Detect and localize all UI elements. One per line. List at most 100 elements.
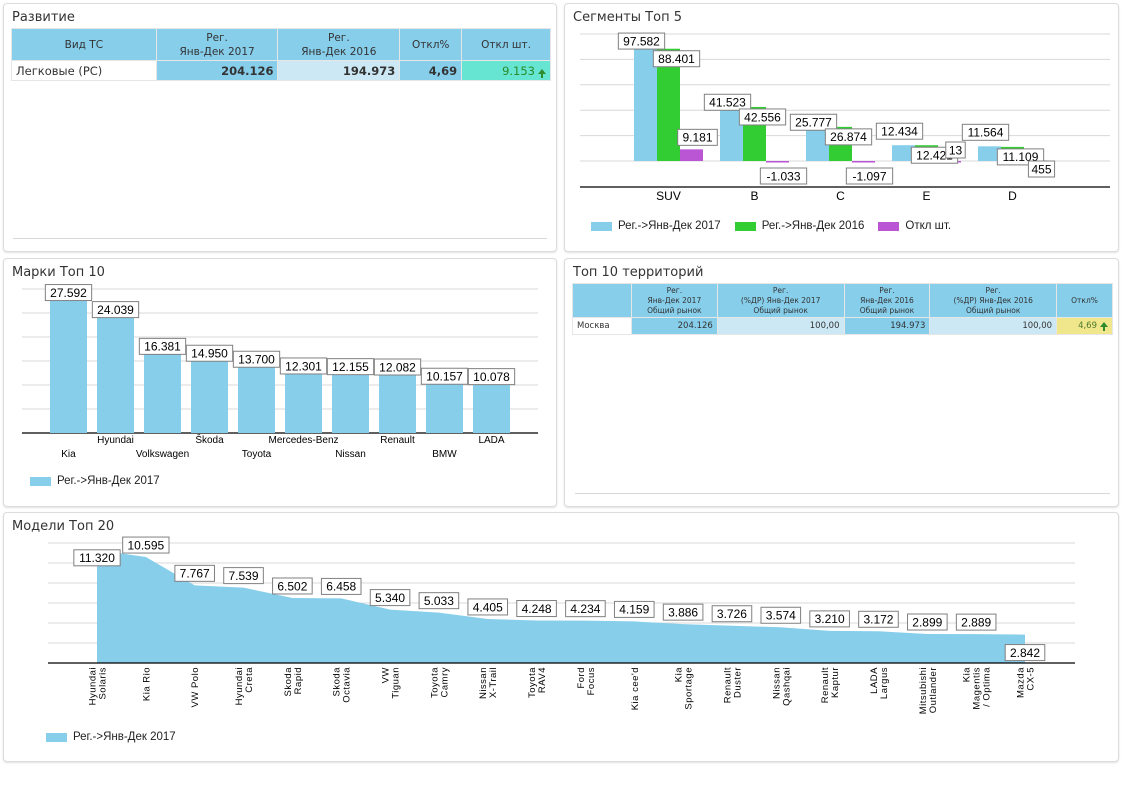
bar-hyundai <box>97 317 134 433</box>
segments-title: Сегменты Топ 5 <box>573 10 682 25</box>
cell-vehicle-type: Легковые (РС) <box>11 60 157 81</box>
x-tick-label: Kia Sportage <box>674 667 695 710</box>
legend-item-2017[interactable]: Рег.->Янв-Дек 2017 <box>591 220 721 232</box>
header-reg-2017[interactable]: Рег. Янв-Дек 2017 Общий рынок <box>630 283 718 318</box>
x-tick-label-line: Kia <box>674 667 685 682</box>
header-reg-2017[interactable]: Рег. Янв-Дек 2017 <box>155 28 279 61</box>
bar-nissan <box>332 374 369 433</box>
legend-item-2016[interactable]: Рег.->Янв-Дек 2016 <box>734 220 864 232</box>
data-label-box <box>91 301 140 319</box>
data-label-box <box>369 589 411 607</box>
header-share-2016[interactable]: Рег. (%ДР) Янв-Дек 2016 Общий рынок <box>929 283 1058 318</box>
data-label: 2.899 <box>907 613 948 631</box>
header-reg-2016[interactable]: Рег. Янв-Дек 2016 Общий рынок <box>843 283 931 318</box>
data-label: 41.523 <box>703 93 752 111</box>
data-label-box <box>955 613 997 631</box>
bar-c-series-2 <box>852 161 875 163</box>
horizontal-scrollbar[interactable] <box>575 493 1110 494</box>
data-label: 3.574 <box>760 606 802 624</box>
table-row[interactable]: Москва 204.126 100,00 194.973 100,00 4,6… <box>572 317 1113 335</box>
data-label-box <box>845 167 894 185</box>
data-label-text: 3.172 <box>863 613 893 627</box>
data-label-box <box>467 598 509 616</box>
bar-c-series-0 <box>806 128 829 161</box>
data-label: 14.950 <box>185 344 234 362</box>
data-label: 5.340 <box>369 589 411 607</box>
x-tick-label: E <box>922 189 930 203</box>
cell-diff-pct: 4,69 <box>399 60 463 81</box>
data-label: 5.033 <box>418 592 460 610</box>
data-label: 12.301 <box>279 357 328 375</box>
data-label-text: 6.502 <box>277 579 307 593</box>
header-territory[interactable] <box>572 283 632 318</box>
x-tick-label: Nissan Qashqai <box>771 667 792 706</box>
data-label-text: 14.950 <box>191 347 228 361</box>
data-label-text: -1.097 <box>852 169 886 183</box>
data-label-text: 12.434 <box>881 125 918 139</box>
x-tick-label: Kia cee'd <box>630 667 641 710</box>
x-tick-label: LADA <box>478 435 504 446</box>
data-label-box <box>1004 644 1046 662</box>
data-label-box <box>703 93 752 111</box>
x-tick-label-line: Renault <box>722 667 733 703</box>
header-diff-pct[interactable]: Откл% <box>399 28 463 61</box>
data-label-box <box>662 603 704 621</box>
bar-lada <box>473 384 510 433</box>
data-label-text: 27.592 <box>50 286 87 300</box>
x-tick-label: D <box>1008 189 1017 203</box>
data-label-box <box>272 577 313 595</box>
header-share-2017[interactable]: Рег. (%ДР) Янв-Дек 2017 Общий рынок <box>716 283 845 318</box>
data-label-box <box>617 32 666 50</box>
x-tick-label: VW Tiguan <box>381 667 402 699</box>
x-tick-label: Nissan <box>335 449 366 460</box>
legend-item-2017[interactable]: Рег.->Янв-Дек 2017 <box>30 475 160 487</box>
x-tick-label-line: Hyundai <box>88 667 99 705</box>
x-tick-label: C <box>836 189 845 203</box>
legend-item-2017[interactable]: Рег.->Янв-Дек 2017 <box>46 731 176 743</box>
x-tick-label-line: Mitsubishi <box>918 667 929 714</box>
horizontal-scrollbar[interactable] <box>13 238 547 239</box>
data-label: 3.886 <box>662 603 704 621</box>
header-diff-pct[interactable]: Откл% <box>1056 283 1113 318</box>
data-label-text: 12.082 <box>379 360 416 374</box>
header-reg-2016[interactable]: Рег. Янв-Дек 2016 <box>277 28 401 61</box>
x-tick-label-line: Kia <box>962 667 973 682</box>
cell-reg-2016: 194.973 <box>843 317 931 335</box>
data-label-text: 3.886 <box>668 605 698 619</box>
data-label: 4.405 <box>467 598 509 616</box>
bar-suv-series-2 <box>680 149 703 161</box>
x-tick-label: Ford Focus <box>576 667 597 695</box>
table-row[interactable]: Легковые (РС) 204.126 194.973 4,69 9.153 <box>11 60 551 81</box>
x-tick-label-line: Solaris <box>98 667 109 700</box>
x-tick-label-line: Tiguan <box>391 667 402 699</box>
bar-mercedes-benz <box>285 373 322 433</box>
cell-diff-units: 9.153 <box>461 60 551 81</box>
data-label-text: 9.181 <box>682 131 712 145</box>
data-label: 2.842 <box>1004 644 1046 662</box>
x-tick-label-line: Nissan <box>478 667 489 699</box>
x-tick-label-line: Camry <box>439 667 450 697</box>
data-label-box <box>858 610 899 628</box>
data-label: 16.381 <box>138 337 187 355</box>
x-tick-label-line: Magentis <box>972 667 983 710</box>
data-label-box <box>174 564 215 582</box>
up-arrow-icon <box>1100 322 1108 331</box>
x-tick-label: BMW <box>432 449 457 460</box>
data-label: 6.502 <box>272 577 313 595</box>
x-tick-label: Kia Rio <box>141 667 152 701</box>
data-label-text: 2.899 <box>912 615 942 629</box>
data-label-box <box>320 577 362 595</box>
data-label: 24.039 <box>91 301 140 319</box>
header-diff-units[interactable]: Откл шт. <box>461 28 551 61</box>
bar-e-series-0 <box>892 145 915 161</box>
data-label: 6.458 <box>320 577 362 595</box>
data-label: 4.248 <box>516 600 557 618</box>
data-label: 88.401 <box>652 50 701 68</box>
area-series-2017 <box>97 549 1025 663</box>
data-label-box <box>420 367 469 385</box>
x-tick-label-line: Octavia <box>342 667 353 703</box>
header-vehicle-type[interactable]: Вид ТС <box>11 28 157 61</box>
legend-item-diff[interactable]: Откл шт. <box>878 220 951 232</box>
data-label-text: 11.564 <box>968 126 1004 140</box>
x-tick-label: LADA Largus <box>869 667 890 699</box>
